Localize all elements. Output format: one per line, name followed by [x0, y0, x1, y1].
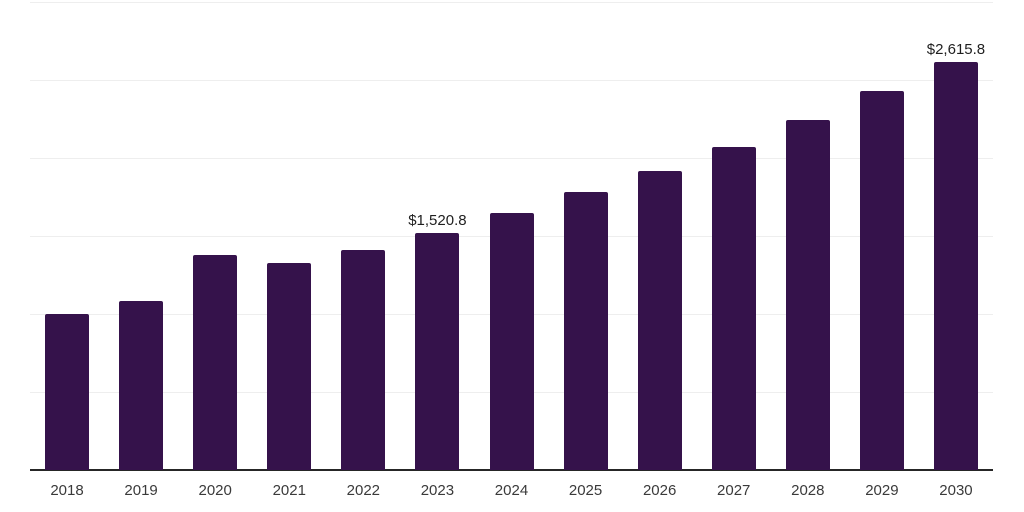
bar-2029[interactable] [859, 91, 904, 470]
x-axis-label-2027: 2027 [717, 482, 751, 499]
bar-2018[interactable] [45, 314, 90, 470]
bar-2027[interactable] [711, 146, 756, 470]
gridline-3000 [30, 1, 993, 3]
bar-2025[interactable] [563, 192, 608, 470]
bar-2026[interactable] [637, 170, 682, 470]
gridline-2000 [30, 157, 993, 159]
bar-2028[interactable] [785, 120, 830, 470]
bar-value-label-2023: $1,520.8 [408, 211, 467, 229]
x-axis-label-2020: 2020 [198, 482, 232, 499]
x-axis-label-2028: 2028 [791, 482, 825, 499]
x-axis-label-2030: 2030 [939, 482, 973, 499]
x-axis-label-2029: 2029 [865, 482, 899, 499]
x-axis-label-2018: 2018 [50, 482, 84, 499]
x-axis-label-2026: 2026 [642, 482, 677, 499]
x-axis-label-2022: 2022 [346, 482, 381, 499]
x-axis-label-2021: 2021 [272, 482, 306, 499]
bar-2019[interactable] [119, 301, 164, 470]
bar-2023[interactable] [415, 232, 460, 470]
bar-2020[interactable] [193, 254, 238, 470]
gridline-2500 [30, 79, 993, 81]
x-axis-label-2025: 2025 [568, 482, 603, 499]
x-axis-label-2023: 2023 [420, 482, 455, 499]
x-axis-label-2019: 2019 [124, 482, 158, 499]
bar-2024[interactable] [489, 212, 534, 470]
bar-2030[interactable] [933, 61, 978, 470]
bar-value-label-2030: $2,615.8 [926, 40, 986, 58]
x-axis-line [30, 469, 993, 471]
x-axis-label-2024: 2024 [494, 482, 529, 499]
bar-2021[interactable] [267, 263, 312, 470]
bar-2022[interactable] [341, 250, 386, 470]
